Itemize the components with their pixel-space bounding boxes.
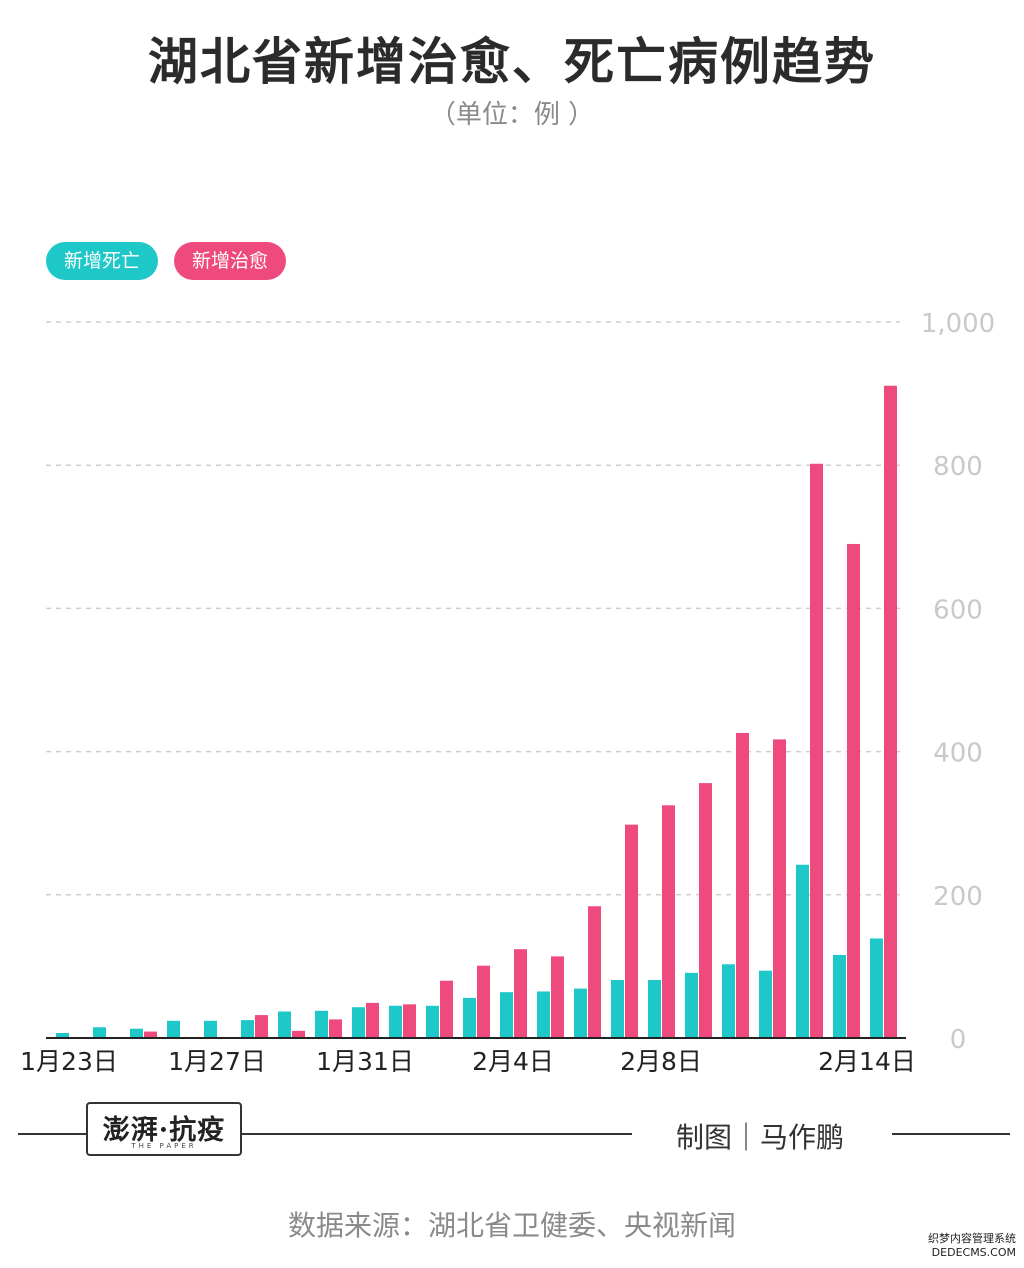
legend-item-recoveries: 新增治愈 [174,242,287,280]
bar-chart: 0 200 400 600 800 1,000 1月23日 1月27日 1月31日 2月4日 2月8… [20,309,995,1076]
chart-title: 湖北省新增治愈、死亡病例趋势 [148,33,876,91]
x-tick-label: 2月8日 [620,1047,702,1076]
y-tick-label: 800 [933,452,983,482]
bar-deaths [500,992,513,1038]
bar-recoveries [144,1031,157,1038]
bar-recoveries [810,463,823,1038]
bar-recoveries [477,965,490,1038]
bar-deaths [870,938,883,1038]
bar-recoveries [625,824,638,1038]
footer-rule-right [892,1133,1010,1135]
y-tick-label: 400 [933,739,983,769]
legend-item-deaths: 新增死亡 [46,242,159,280]
logo-subtext: THE PAPER [131,1142,197,1150]
x-tick-label: 1月27日 [168,1047,266,1076]
bar-deaths [537,991,550,1038]
y-tick-label: 0 [950,1025,967,1055]
publisher-logo: 澎湃·抗疫 THE PAPER [86,1102,242,1156]
bar-recoveries [551,956,564,1038]
bar-recoveries [440,980,453,1038]
bar-deaths [463,997,476,1038]
bar-deaths [167,1020,180,1038]
bar-recoveries [884,385,897,1038]
watermark-line1: 织梦内容管理系统 [928,1232,1016,1245]
bar-deaths [241,1020,254,1038]
bar-deaths [352,1007,365,1038]
logo-text: 澎湃·抗疫 [102,1115,226,1146]
bar-recoveries [736,732,749,1038]
y-tick-label: 200 [933,882,983,912]
bar-recoveries [329,1019,342,1038]
bar-deaths [833,954,846,1038]
bar-deaths [93,1027,106,1038]
y-tick-label: 1,000 [921,309,995,339]
y-tick-label: 600 [933,595,983,625]
bar-deaths [648,980,661,1038]
bar-deaths [315,1010,328,1038]
credit-text: 制图｜马作鹏 [675,1121,844,1154]
bar-recoveries [514,949,527,1038]
x-tick-label: 2月14日 [818,1047,916,1076]
chart-subtitle: （单位：例 ） [429,100,595,130]
bar-deaths [685,972,698,1038]
x-tick-label: 1月31日 [316,1047,414,1076]
footer-rule-middle [242,1133,632,1135]
bar-recoveries [662,805,675,1038]
bar-recoveries [773,739,786,1038]
bar-deaths [759,970,772,1038]
legend: 新增死亡 新增治愈 [46,242,287,280]
bar-deaths [426,1005,439,1038]
bar-deaths [204,1020,217,1038]
bar-recoveries [255,1015,268,1038]
bar-recoveries [699,783,712,1038]
bar-deaths [56,1032,69,1038]
bar-deaths [796,864,809,1038]
x-tick-label: 1月23日 [20,1047,118,1076]
x-tick-label: 2月4日 [472,1047,554,1076]
bar-deaths [722,964,735,1038]
footer-rule-left [18,1133,86,1135]
bar-deaths [574,988,587,1038]
bar-recoveries [847,543,860,1038]
bar-deaths [611,980,624,1038]
bar-deaths [278,1011,291,1038]
bar-recoveries [588,906,601,1038]
bar-recoveries [292,1030,305,1038]
bar-deaths [130,1028,143,1038]
data-source-text: 数据来源：湖北省卫健委、央视新闻 [287,1209,736,1242]
bar-recoveries [403,1004,416,1038]
bar-deaths [389,1005,402,1038]
bar-recoveries [366,1002,379,1038]
watermark-line2: DEDECMS.COM [931,1246,1016,1259]
watermark: 织梦内容管理系统 DEDECMS.COM [928,1232,1016,1260]
